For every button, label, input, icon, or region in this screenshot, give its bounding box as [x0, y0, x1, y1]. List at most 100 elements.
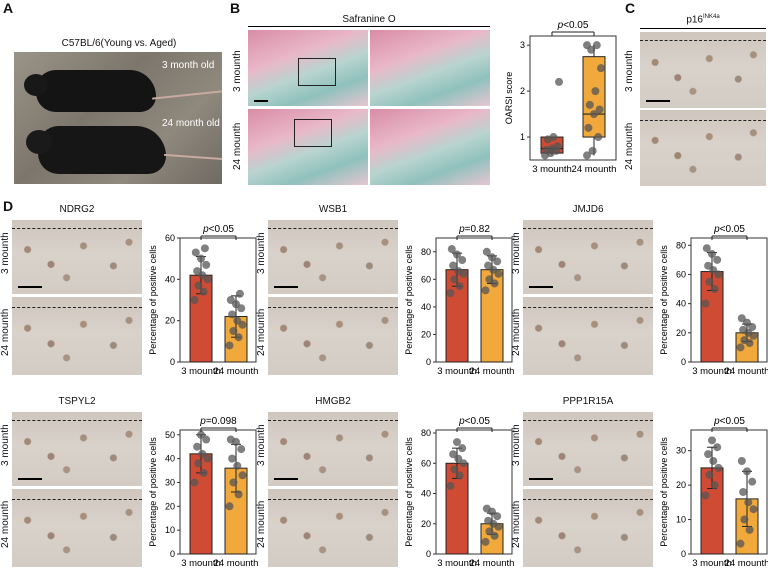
point-1-5 [484, 516, 493, 525]
p16-row-young: 3 mounth [624, 50, 635, 92]
ytick-label-2: 40 [676, 299, 686, 309]
point-1-2 [740, 515, 749, 524]
p16-title: p16INK4a [686, 14, 720, 26]
mouse-photo: 3 month old 24 month old [14, 52, 222, 184]
point-0-4 [709, 457, 718, 465]
point-0-1 [199, 468, 208, 477]
point-0-7 [197, 430, 205, 439]
row-label-young: 3 mounth [256, 232, 267, 274]
point-0-6 [713, 443, 722, 452]
row-label-young: 3 mounth [0, 424, 11, 466]
xlabel-0: 3 mounth [437, 558, 477, 569]
panel-a-title: C57BL/6(Young vs. Aged) [61, 38, 177, 49]
cartilage-surface-line [523, 499, 653, 500]
point-0-7 [708, 436, 716, 445]
pvalue: p<0.05 [202, 224, 234, 235]
point-0-6 [713, 255, 722, 264]
point-0-2 [705, 277, 714, 286]
point-1-6 [493, 512, 502, 521]
xlabel-1: 24 mounth [214, 558, 259, 569]
pvalue-rest: <0.05 [209, 224, 235, 235]
pvalue-rest: <0.05 [720, 416, 746, 427]
ihc-image-aged-wsb1 [268, 297, 398, 375]
point-1-2 [485, 527, 494, 536]
cartilage-surface-line [12, 307, 142, 308]
xlabel-1: 24 mounth [725, 366, 768, 377]
point-0-2 [450, 465, 459, 474]
point-0-5 [193, 442, 202, 451]
xlabel-1: 24 mounth [214, 366, 259, 377]
pvalue-p: p [199, 416, 206, 427]
ytick-label-5: 50 [165, 430, 175, 440]
point-0-9 [200, 244, 209, 253]
pvalue-rest: <0.05 [465, 416, 491, 427]
point-0-5 [449, 450, 458, 459]
pvalue: p<0.05 [458, 416, 490, 427]
point-0-1 [710, 285, 719, 294]
ytick-label-1: 20 [421, 329, 431, 339]
chart-tspyl2: 0 10 20 30 40 50 Percentage of positive cells 3… [148, 416, 259, 569]
ihc-image-aged-ppp1r15a [523, 489, 653, 567]
oarsi-point-1-3 [584, 123, 593, 132]
point-0-4 [198, 449, 207, 458]
pvalue-p: p [458, 416, 465, 427]
cartilage-surface-line [523, 307, 653, 308]
scale-bar [274, 286, 298, 288]
oarsi-point-1-7 [591, 87, 600, 96]
chart-hmgb2: 0 20 40 60 80 Percentage of positive cells 3 m… [404, 416, 514, 569]
oarsi-frame [529, 35, 617, 161]
safranin-young-overview [248, 30, 368, 106]
point-0-7 [453, 438, 461, 447]
panel-letter-a: A [3, 0, 14, 16]
oarsi-ytick-label-0: 1 [520, 132, 525, 142]
point-1-8 [226, 296, 235, 304]
ytick-label-4: 80 [676, 240, 686, 250]
cartilage-surface-line [268, 228, 398, 229]
point-0-0 [190, 296, 199, 304]
ylabel: Percentage of positive cells [148, 245, 158, 355]
row-label-young: 3 mounth [511, 232, 522, 274]
row-label-aged: 24 mounth [256, 308, 267, 356]
chart-ndrg2: 0 20 40 60 Percentage of positive cells 3 mou… [148, 224, 259, 377]
oarsi-point-1-10 [592, 41, 601, 50]
ytick-label-0: 0 [170, 549, 175, 559]
ytick-label-1: 20 [421, 519, 431, 529]
oarsi-box-1 [582, 56, 606, 138]
point-1-8 [737, 457, 746, 465]
point-1-0 [736, 343, 745, 352]
point-0-7 [197, 254, 205, 263]
ylabel: Percentage of positive cells [404, 437, 414, 547]
point-1-1 [234, 490, 243, 499]
p16-young-image [640, 32, 766, 108]
scale-bar [529, 478, 553, 480]
chart-frame [435, 429, 513, 555]
point-0-0 [446, 481, 455, 490]
point-0-0 [446, 289, 455, 298]
chart-frame [179, 237, 257, 363]
oarsi-pvalue-p: p [557, 20, 564, 31]
point-1-5 [228, 310, 237, 319]
oarsi-ytick-label-2: 3 [520, 40, 525, 50]
point-1-0 [225, 502, 234, 511]
row-label-aged: 24 mounth [511, 500, 522, 548]
point-1-3 [749, 505, 758, 514]
point-0-8 [447, 245, 456, 254]
point-1-4 [233, 461, 242, 470]
safranin-row-young: 3 mounth [232, 50, 243, 92]
point-1-7 [488, 253, 496, 262]
ytick-label-4: 80 [421, 428, 431, 438]
panel-letter-d: D [3, 198, 14, 214]
pvalue: p<0.05 [713, 224, 745, 235]
oarsi-ylabel: OARSI score [504, 72, 514, 125]
young-mouse-label: 3 month old [162, 60, 215, 71]
ytick-label-1: 20 [165, 316, 175, 326]
scale-bar [274, 478, 298, 480]
cartilage-surface-line [523, 420, 653, 421]
ihc-title-wsb1: WSB1 [318, 204, 348, 215]
point-1-4 [233, 316, 242, 325]
row-label-aged: 24 mounth [256, 500, 267, 548]
pvalue-p: p [713, 224, 720, 235]
pvalue-p: p [458, 224, 465, 235]
point-0-2 [705, 470, 714, 479]
pvalue-rest: =0.82 [465, 224, 491, 235]
